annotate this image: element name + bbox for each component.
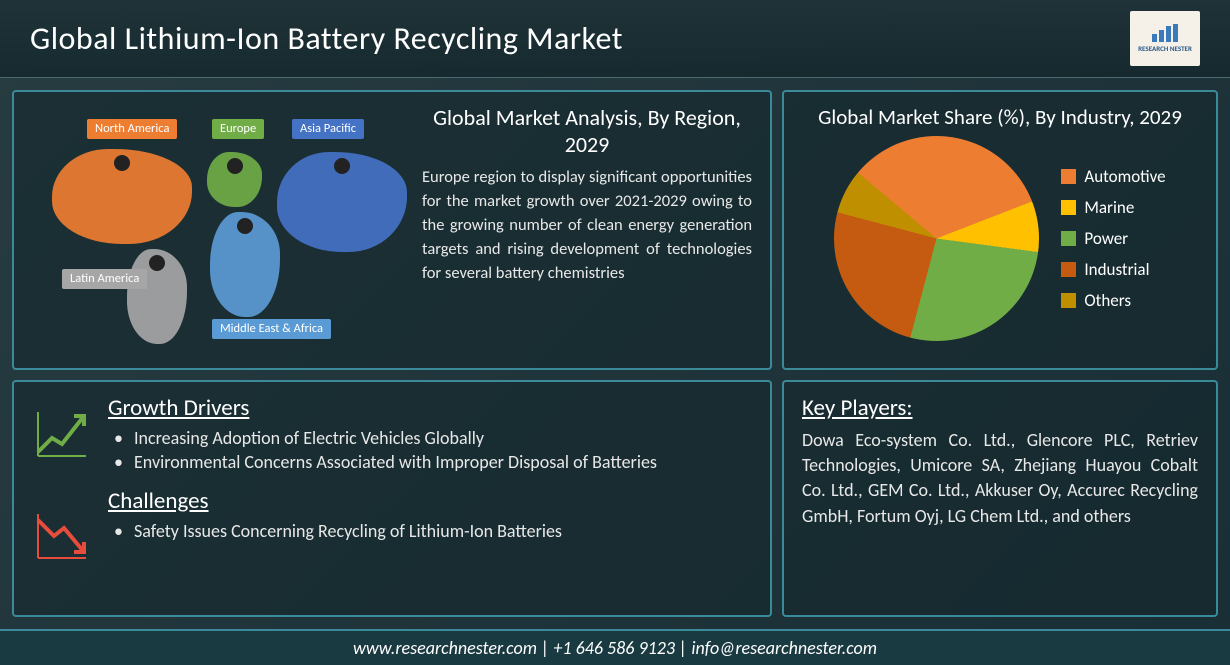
key-players-body: Dowa Eco-system Co. Ltd., Glencore PLC, … bbox=[802, 428, 1198, 529]
pie-chart-panel: Global Market Share (%), By Industry, 20… bbox=[782, 90, 1218, 370]
map-pin-icon bbox=[239, 220, 251, 232]
legend-label: Others bbox=[1084, 290, 1131, 311]
pie-chart bbox=[834, 136, 1039, 341]
legend-swatch bbox=[1061, 293, 1076, 308]
legend-item: Others bbox=[1061, 290, 1165, 311]
legend-item: Marine bbox=[1061, 197, 1165, 218]
map-region-label: Middle East & Africa bbox=[212, 319, 331, 339]
growth-icon bbox=[32, 404, 90, 462]
logo-text: RESEARCH NESTER bbox=[1138, 44, 1192, 53]
world-map: North America Europe Asia Pacific Latin Ame… bbox=[32, 104, 412, 356]
growth-driver-item: Environmental Concerns Associated with I… bbox=[126, 450, 752, 474]
growth-drivers-list: Increasing Adoption of Electric Vehicles… bbox=[108, 426, 752, 475]
map-region-label: Asia Pacific bbox=[292, 119, 364, 139]
challenge-item: Safety Issues Concerning Recycling of Li… bbox=[126, 519, 752, 543]
map-pin-icon bbox=[229, 160, 241, 172]
key-players-panel: Key Players: Dowa Eco-system Co. Ltd., G… bbox=[782, 380, 1218, 617]
legend-item: Industrial bbox=[1061, 259, 1165, 280]
decline-icon bbox=[32, 506, 90, 564]
map-region-label: Europe bbox=[212, 119, 264, 139]
drivers-panel: Growth Drivers Increasing Adoption of El… bbox=[12, 380, 772, 617]
challenges-heading: Challenges bbox=[108, 487, 752, 515]
growth-drivers-heading: Growth Drivers bbox=[108, 394, 752, 422]
footer: www.researchnester.com | +1 646 586 9123… bbox=[0, 629, 1230, 665]
legend-swatch bbox=[1061, 200, 1076, 215]
map-region-label: Latin America bbox=[62, 269, 147, 289]
legend-swatch bbox=[1061, 262, 1076, 277]
legend-item: Power bbox=[1061, 228, 1165, 249]
pie-legend: Automotive Marine Power Industrial Others bbox=[1061, 166, 1165, 311]
legend-swatch bbox=[1061, 231, 1076, 246]
map-analysis-panel: North America Europe Asia Pacific Latin Ame… bbox=[12, 90, 772, 370]
legend-swatch bbox=[1061, 169, 1076, 184]
pie-title: Global Market Share (%), By Industry, 20… bbox=[818, 104, 1182, 130]
legend-label: Automotive bbox=[1084, 166, 1165, 187]
analysis-title: Global Market Analysis, By Region, 2029 bbox=[422, 104, 752, 158]
logo: RESEARCH NESTER bbox=[1130, 11, 1200, 66]
header: Global Lithium-Ion Battery Recycling Mar… bbox=[0, 0, 1230, 78]
map-pin-icon bbox=[151, 257, 163, 269]
analysis-body: Europe region to display significant opp… bbox=[422, 166, 752, 286]
growth-driver-item: Increasing Adoption of Electric Vehicles… bbox=[126, 426, 752, 450]
page-title: Global Lithium-Ion Battery Recycling Mar… bbox=[30, 19, 623, 58]
map-pin-icon bbox=[116, 157, 128, 169]
legend-item: Automotive bbox=[1061, 166, 1165, 187]
map-region-label: North America bbox=[87, 119, 177, 139]
key-players-heading: Key Players: bbox=[802, 394, 1198, 422]
legend-label: Industrial bbox=[1084, 259, 1149, 280]
legend-label: Marine bbox=[1084, 197, 1134, 218]
footer-text: www.researchnester.com | +1 646 586 9123… bbox=[353, 637, 877, 659]
legend-label: Power bbox=[1084, 228, 1128, 249]
challenges-list: Safety Issues Concerning Recycling of Li… bbox=[108, 519, 752, 543]
map-pin-icon bbox=[336, 160, 348, 172]
